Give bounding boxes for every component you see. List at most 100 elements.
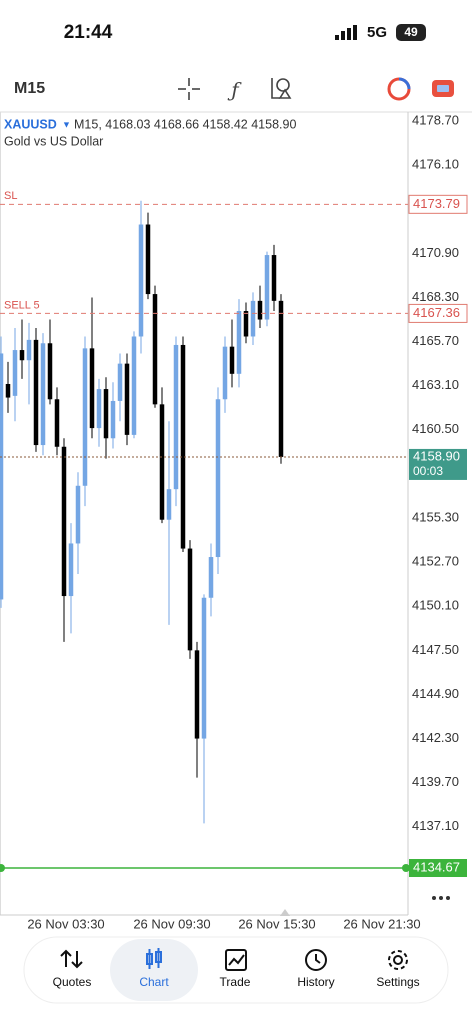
candle-body — [236, 311, 242, 374]
symbol-dropdown[interactable]: ▼ — [62, 119, 71, 129]
candle-body — [166, 489, 172, 520]
candle-body — [257, 300, 263, 320]
candle-body — [152, 294, 158, 405]
chart-icon — [146, 948, 162, 969]
candle-body — [187, 548, 193, 651]
trade-icon — [225, 949, 247, 971]
order-level-tag — [408, 303, 468, 323]
y-tick-label: 4150.10 — [412, 598, 459, 613]
nav-label[interactable]: History — [297, 975, 334, 989]
candle-body — [75, 485, 81, 544]
objects-button[interactable] — [271, 78, 292, 99]
candle-body — [61, 446, 67, 597]
candle-body — [201, 597, 207, 739]
y-tick-label: 4139.70 — [412, 774, 459, 789]
timeframe[interactable]: M15 — [14, 80, 45, 97]
candle-body — [19, 350, 25, 361]
candle-body — [40, 343, 46, 446]
x-tick-label: 26 Nov 03:30 — [27, 916, 104, 931]
candle-body — [0, 353, 4, 600]
candle-body — [33, 339, 39, 446]
candle-body — [250, 300, 256, 337]
candle-body — [145, 224, 151, 295]
x-tick-label: 26 Nov 15:30 — [238, 916, 315, 931]
bar-timer: 00:03 — [413, 464, 443, 478]
candle-body — [89, 348, 95, 429]
battery-level: 49 — [404, 25, 418, 39]
x-tick-label: 26 Nov 09:30 — [133, 916, 210, 931]
alert-price: 4134.67 — [413, 859, 460, 874]
order-level-name[interactable]: SL — [4, 190, 17, 202]
account-button[interactable] — [432, 80, 454, 97]
status-time: 21:44 — [64, 22, 113, 43]
settings-icon — [388, 950, 408, 970]
battery-icon — [396, 24, 426, 41]
y-tick-label: 4170.90 — [412, 245, 459, 260]
ohlc-details: M15, 4168.03 4168.66 4158.42 4158.90 — [74, 117, 296, 131]
candle-body — [54, 399, 60, 447]
candle-body — [131, 336, 137, 435]
current-price: 4158.90 — [413, 448, 460, 463]
order-level-name[interactable]: SELL 5 — [4, 299, 40, 311]
nav-label[interactable]: Quotes — [53, 975, 92, 989]
alert-handle[interactable] — [402, 864, 410, 873]
candle-body — [180, 344, 186, 549]
y-tick-label: 4155.30 — [412, 509, 459, 524]
y-tick-label: 4147.50 — [412, 642, 459, 657]
y-tick-label: 4142.30 — [412, 730, 459, 745]
candle-body — [124, 363, 130, 435]
candle-body — [271, 255, 277, 301]
signal-icon — [335, 25, 357, 40]
indicators-button[interactable]: ƒ — [227, 78, 242, 102]
y-tick-label: 4144.90 — [412, 686, 459, 701]
alert-handle[interactable] — [0, 864, 5, 873]
y-tick-label: 4152.70 — [412, 554, 459, 569]
nav-label[interactable]: Chart — [139, 975, 169, 989]
y-tick-label: 4176.10 — [412, 157, 459, 172]
quotes-icon — [60, 949, 83, 969]
alert-tag — [409, 859, 467, 878]
candle-body — [229, 346, 235, 374]
symbol[interactable]: XAUUSD — [4, 117, 57, 131]
x-tick-label: 26 Nov 21:30 — [343, 916, 420, 931]
candle-body — [68, 543, 74, 597]
nav-label[interactable]: Settings — [376, 975, 419, 989]
symbol-description: Gold vs US Dollar — [4, 134, 103, 148]
y-tick-label: 4165.70 — [412, 333, 459, 348]
candle-body — [243, 311, 249, 337]
candle-body — [222, 346, 228, 400]
order-level-price: 4167.36 — [413, 305, 460, 320]
candle-body — [103, 389, 109, 439]
candle-body — [47, 343, 53, 400]
scroll-marker — [280, 909, 290, 916]
candle-body — [194, 650, 200, 739]
candle-body — [138, 224, 144, 337]
candle-body — [159, 404, 165, 520]
y-tick-label: 4160.50 — [412, 421, 459, 436]
current-price-tag — [409, 448, 467, 480]
y-tick-label: 4137.10 — [412, 818, 459, 833]
order-level-price: 4173.79 — [413, 196, 460, 211]
candle-body — [215, 399, 221, 558]
crosshair-button[interactable] — [178, 78, 200, 100]
candle-body — [208, 557, 214, 598]
y-tick-label: 4168.30 — [412, 289, 459, 304]
candle-body — [278, 300, 284, 457]
nav-label[interactable]: Trade — [220, 975, 251, 989]
network: 5G — [367, 24, 387, 41]
candle-body — [110, 400, 116, 439]
candle-body — [117, 363, 123, 401]
trade-clock-button[interactable] — [387, 77, 411, 101]
history-icon — [305, 949, 327, 971]
candle-body — [264, 255, 270, 320]
y-tick-label: 4163.10 — [412, 377, 459, 392]
candle-body — [173, 344, 179, 490]
candle-body — [82, 348, 88, 486]
candle-body — [12, 350, 18, 396]
y-tick-label: 4178.70 — [412, 112, 459, 127]
candle-body — [5, 383, 11, 398]
nav-active-bg — [110, 939, 198, 1001]
more-button[interactable] — [432, 896, 450, 900]
candle-body — [26, 339, 32, 361]
